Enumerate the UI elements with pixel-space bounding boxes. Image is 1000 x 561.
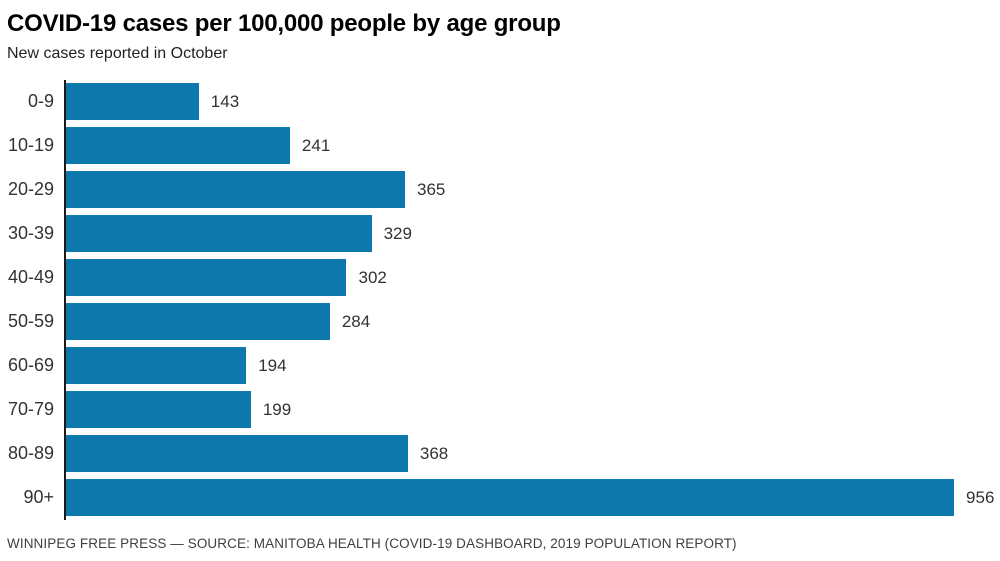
bar <box>66 479 955 517</box>
bar-area: 302 <box>64 255 992 300</box>
bar <box>66 83 199 121</box>
value-label: 143 <box>210 91 240 111</box>
bar-area: 241 <box>64 123 992 168</box>
bar-row: 30-39 329 <box>7 211 992 256</box>
bar <box>66 435 408 473</box>
category-label: 90+ <box>23 487 54 508</box>
value-label: 365 <box>417 179 446 199</box>
value-label: 368 <box>419 443 449 463</box>
bar-row: 40-49 302 <box>7 255 992 300</box>
bar-row: 50-59 284 <box>7 299 992 344</box>
bar <box>66 259 347 297</box>
bar <box>66 303 330 341</box>
category-label: 80-89 <box>7 443 54 464</box>
bar <box>66 391 251 429</box>
category-label: 40-49 <box>7 267 54 288</box>
category-label: 50-59 <box>7 311 54 332</box>
bar-row: 60-69 194 <box>7 343 992 388</box>
value-label: 329 <box>383 223 412 243</box>
bar-area: 365 <box>64 167 992 212</box>
category-label: 60-69 <box>7 355 54 376</box>
bar <box>66 347 247 385</box>
bar-row: 70-79 199 <box>7 387 992 432</box>
value-label: 241 <box>301 135 331 155</box>
value-label: 199 <box>262 399 292 419</box>
bar-area: 329 <box>64 211 992 256</box>
category-label: 10-19 <box>7 135 54 156</box>
bar-area: 194 <box>64 343 992 388</box>
value-label: 284 <box>341 311 371 331</box>
bar <box>66 215 372 253</box>
bar-area: 143 <box>64 79 992 124</box>
bar-row: 0-9 143 <box>7 79 992 124</box>
category-label: 0-9 <box>27 91 54 112</box>
bar-area: 284 <box>64 299 992 344</box>
bar-row: 10-19 241 <box>7 123 992 168</box>
bar-area: 199 <box>64 387 992 432</box>
source-note: WINNIPEG FREE PRESS — SOURCE: MANITOBA H… <box>7 535 737 551</box>
chart-subtitle: New cases reported in October <box>7 44 228 62</box>
value-label: 194 <box>258 355 287 375</box>
bar <box>66 127 290 165</box>
bar-row: 80-89 368 <box>7 431 992 476</box>
bar-area: 368 <box>64 431 992 476</box>
bar-row: 20-29 365 <box>7 167 992 212</box>
category-label: 70-79 <box>7 399 54 420</box>
bar-area: 956 <box>64 475 995 520</box>
value-label: 302 <box>358 267 387 287</box>
bar-chart: 0-9 143 10-19 241 20-29 365 30-39 329 40-49 302 50… <box>7 79 995 520</box>
category-label: 20-29 <box>7 179 54 200</box>
bar-row: 90+ 956 <box>7 475 995 520</box>
value-label: 956 <box>966 487 995 507</box>
bar <box>66 171 405 209</box>
category-label: 30-39 <box>7 223 54 244</box>
chart-title: COVID-19 cases per 100,000 people by age… <box>7 10 561 37</box>
